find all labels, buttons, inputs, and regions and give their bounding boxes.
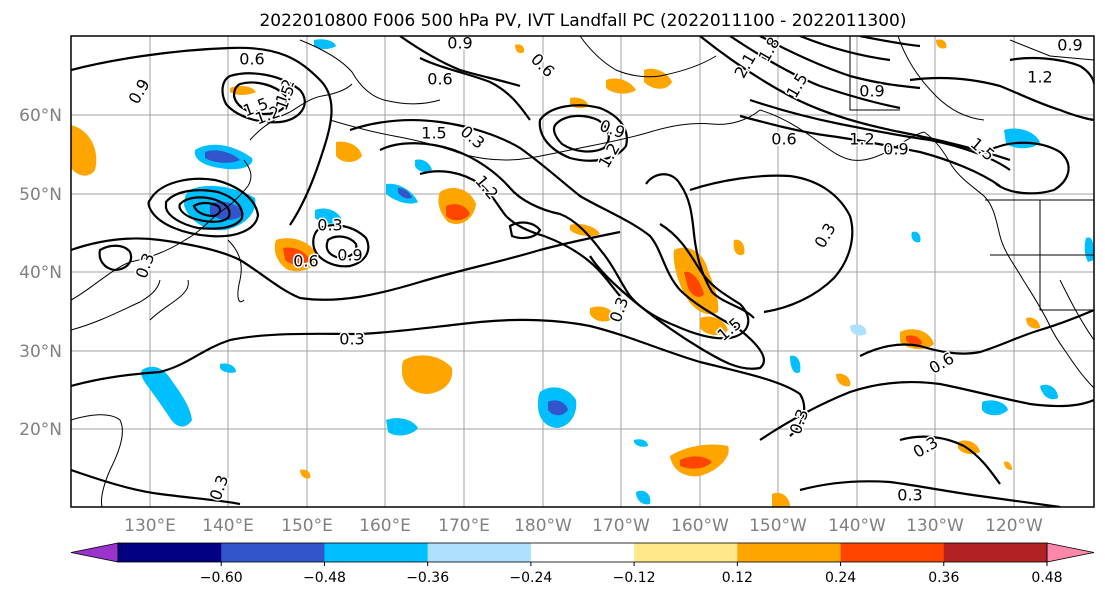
contour-label: 0.9: [859, 82, 884, 101]
contour-label: 0.6: [427, 70, 452, 89]
contour-label: 1.2: [1027, 68, 1052, 87]
lon-label-120w: 120°W: [985, 516, 1043, 536]
lat-label-20n: 20°N: [19, 420, 62, 440]
lon-label-150w: 150°W: [749, 516, 807, 536]
colorbar-tick-label: 0.48: [1031, 570, 1062, 586]
map-frame: [70, 35, 1095, 508]
longitude-labels: 130°E 140°E 150°E 160°E 170°E 180°W 170°…: [124, 516, 1043, 536]
colorbar-segment: [634, 543, 738, 562]
contour-label: 0.9: [447, 34, 472, 53]
colorbar-segment: [324, 543, 429, 562]
lon-label-150e: 150°E: [281, 516, 333, 536]
colorbar-tick-label: 0.12: [722, 570, 753, 586]
colorbar-segment: [118, 543, 222, 562]
colorbar-tick-label: 0.24: [825, 570, 856, 586]
colorbar-segment: [427, 543, 532, 562]
colorbar-tick-label: −0.36: [406, 570, 449, 586]
contour-label: 0.9: [883, 140, 908, 159]
lat-label-60n: 60°N: [19, 106, 62, 126]
colorbar-segment: [943, 543, 1048, 562]
lon-label-140e: 140°E: [202, 516, 254, 536]
contour-label: 0.6: [293, 252, 318, 271]
contour-label: 0.9: [337, 246, 362, 265]
contour-label: 0.9: [1057, 36, 1082, 55]
pv-contours: [71, 36, 1094, 507]
gridlines: [71, 36, 1094, 507]
colorbar-segment: [221, 543, 325, 562]
lon-label-130w: 130°W: [906, 516, 964, 536]
colorbar-segment: [530, 543, 635, 562]
coastlines: [71, 36, 1094, 507]
lat-label-30n: 30°N: [19, 342, 62, 362]
colorbar-extend-high: [1046, 542, 1095, 563]
contour-label: 0.3: [339, 330, 364, 349]
lon-label-160e: 160°E: [359, 516, 411, 536]
colorbar: −0.60 −0.48 −0.36 −0.24 −0.12 0.12 0.24 0.36 0.4…: [70, 542, 1095, 586]
colorbar-segment: [737, 543, 842, 562]
lon-label-170w: 170°W: [592, 516, 650, 536]
colorbar-tick-label: −0.60: [200, 570, 243, 586]
colorbar-extend-low: [70, 542, 119, 563]
lon-label-160w: 160°W: [671, 516, 729, 536]
lon-label-180w: 180°W: [514, 516, 572, 536]
colorbar-tick-label: −0.12: [613, 570, 656, 586]
colorbar-tick-label: −0.24: [509, 570, 552, 586]
lon-label-170e: 170°E: [438, 516, 490, 536]
lat-label-50n: 50°N: [19, 185, 62, 205]
map-area: 0.60.9 1.21.50.60.90.31.20.60.91.21.50.30…: [70, 34, 1095, 508]
colorbar-segment: [840, 543, 945, 562]
colorbar-tick-label: 0.36: [928, 570, 959, 586]
colorbar-tick-label: −0.48: [303, 570, 346, 586]
contour-label: 1.5: [421, 124, 446, 143]
lon-label-140w: 140°W: [828, 516, 886, 536]
colorbar-frame: [117, 542, 1048, 563]
contour-label: 0.3: [897, 486, 922, 505]
map-title: 2022010800 F006 500 hPa PV, IVT Landfall…: [259, 11, 906, 31]
lat-label-40n: 40°N: [19, 263, 62, 283]
contour-label: 0.6: [771, 130, 796, 149]
contour-label: 1.2: [849, 130, 874, 149]
contour-label: 0.6: [239, 50, 264, 69]
latitude-labels: 60°N 50°N 40°N 30°N 20°N: [19, 106, 62, 440]
contour-label: 0.3: [317, 216, 342, 235]
lon-label-130e: 130°E: [124, 516, 176, 536]
